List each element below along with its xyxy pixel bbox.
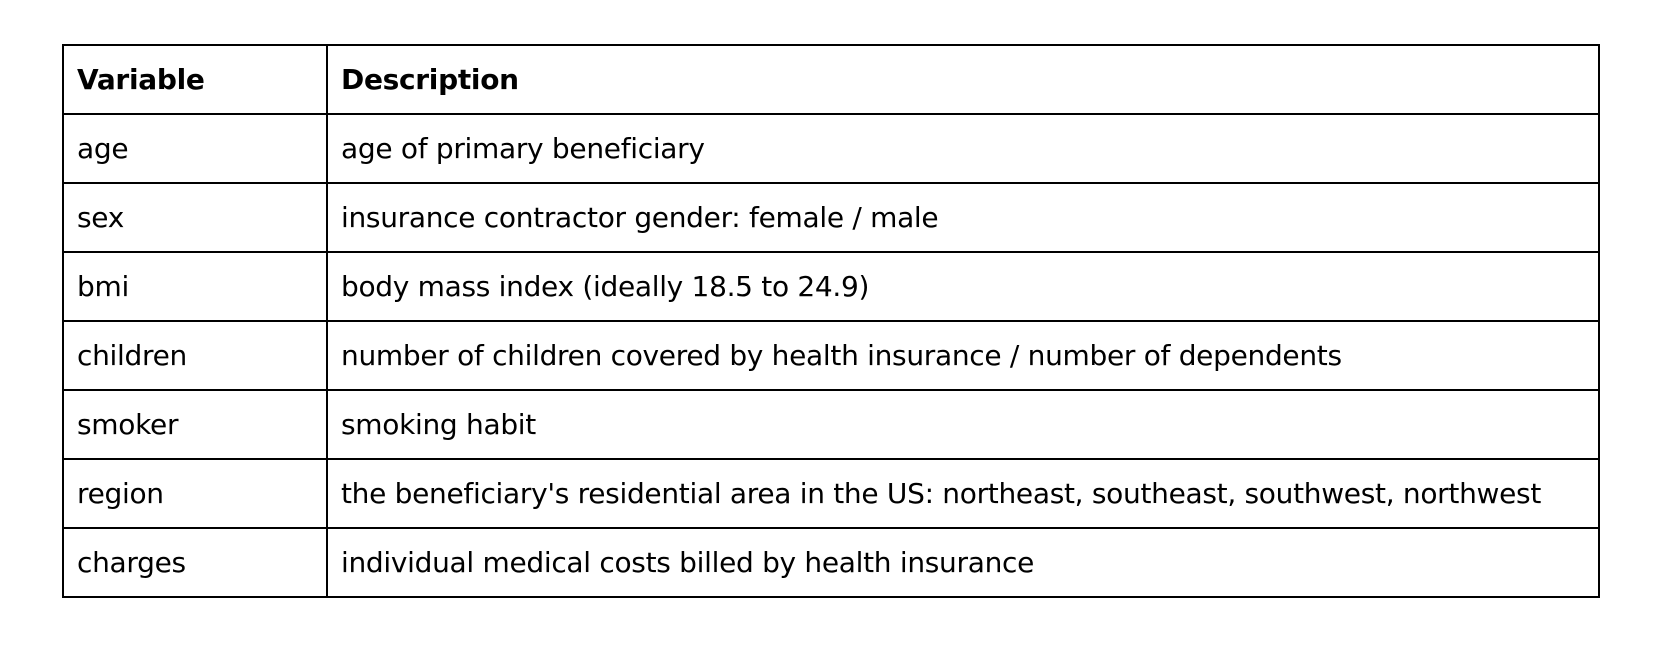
description-cell: the beneficiary's residential area in th… [326,458,1600,529]
variable-cell: sex [62,182,328,253]
table-row: age age of primary beneficiary [62,113,1600,184]
variable-cell: region [62,458,328,529]
variable-cell: age [62,113,328,184]
description-cell: body mass index (ideally 18.5 to 24.9) [326,251,1600,322]
description-cell: smoking habit [326,389,1600,460]
description-cell: number of children covered by health ins… [326,320,1600,391]
variable-cell: charges [62,527,328,598]
table-row: smoker smoking habit [62,389,1600,460]
table-row: children number of children covered by h… [62,320,1600,391]
header-variable: Variable [62,44,328,115]
variable-description-table: Variable Description age age of primary … [62,44,1600,598]
variable-cell: smoker [62,389,328,460]
header-description: Description [326,44,1600,115]
description-cell: insurance contractor gender: female / ma… [326,182,1600,253]
variable-cell: bmi [62,251,328,322]
table-row: charges individual medical costs billed … [62,527,1600,598]
table-row: bmi body mass index (ideally 18.5 to 24.… [62,251,1600,322]
table-row: sex insurance contractor gender: female … [62,182,1600,253]
description-cell: age of primary beneficiary [326,113,1600,184]
table-header-row: Variable Description [62,44,1600,115]
table-row: region the beneficiary's residential are… [62,458,1600,529]
variable-cell: children [62,320,328,391]
description-cell: individual medical costs billed by healt… [326,527,1600,598]
